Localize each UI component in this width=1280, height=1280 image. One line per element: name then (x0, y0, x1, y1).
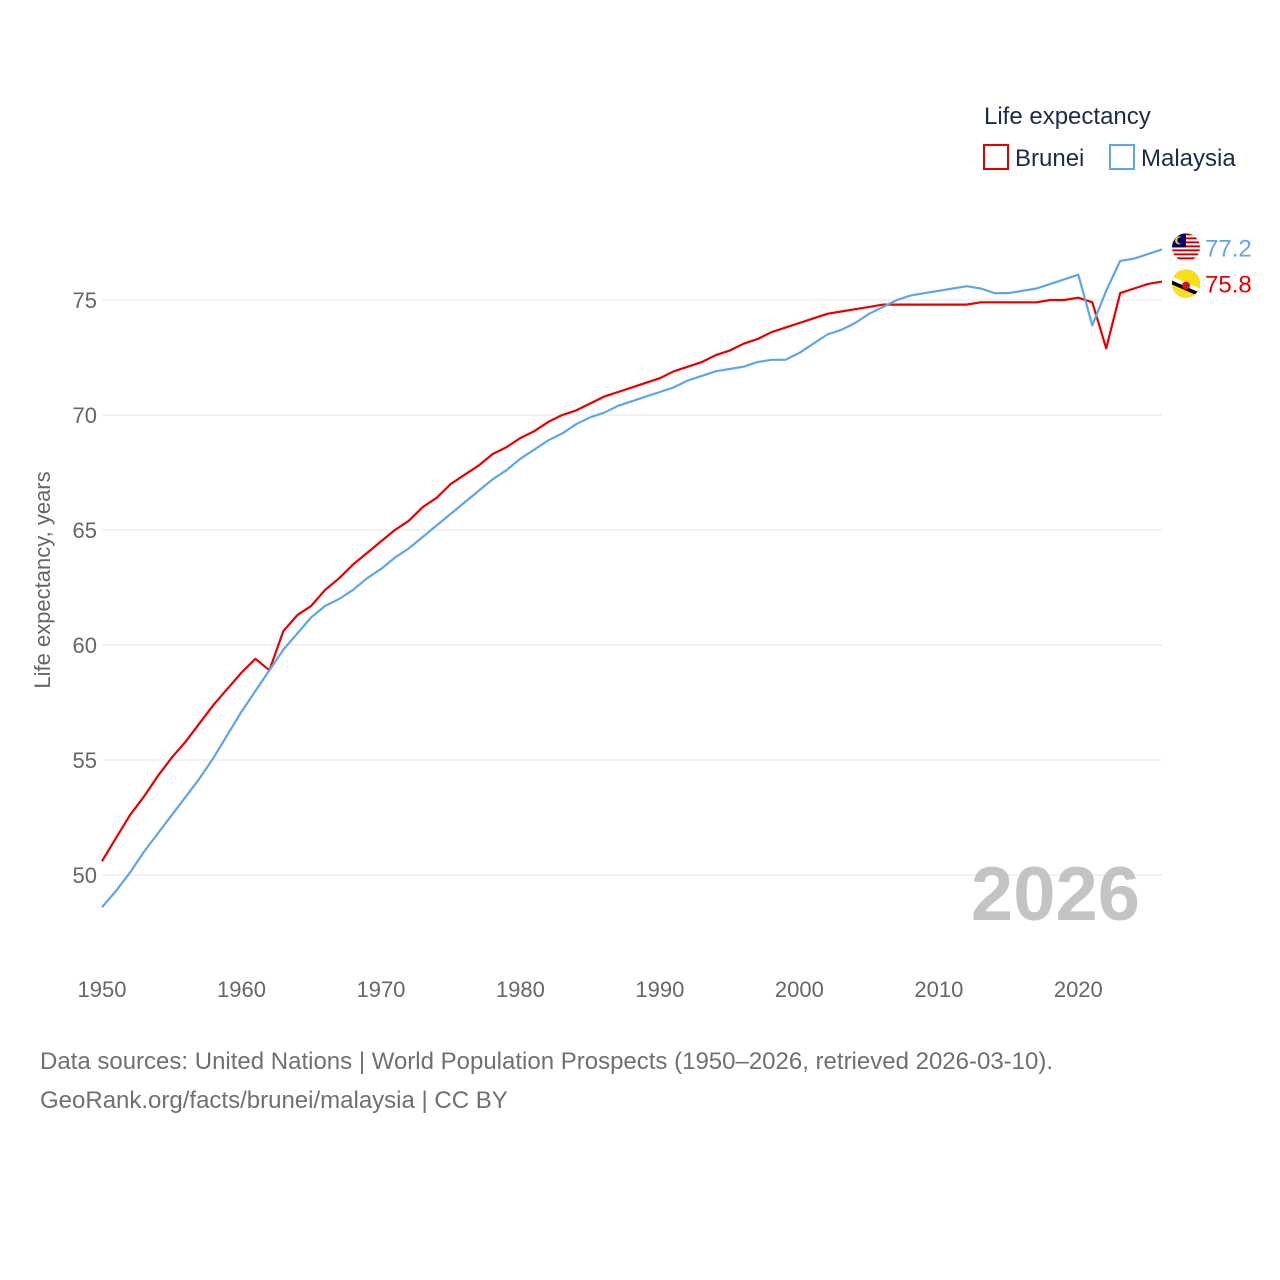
series-lines (101, 248, 1163, 908)
x-tick-2010: 2010 (914, 977, 963, 1002)
y-tick-70: 70 (73, 403, 97, 428)
legend-label-malaysia: Malaysia (1141, 145, 1236, 172)
legend-items: Brunei Malaysia (983, 144, 1236, 172)
x-tick-1990: 1990 (635, 977, 684, 1002)
line-chart: 50 55 60 65 70 75 1950 1960 1970 1980 1990 2000 201… (30, 103, 1252, 1002)
y-axis-label: Life expectancy, years (30, 471, 55, 688)
legend-item-malaysia[interactable]: Malaysia (1109, 144, 1236, 172)
legend-title: Life expectancy (984, 103, 1151, 130)
y-axis-ticks: 50 55 60 65 70 75 (73, 288, 97, 888)
y-tick-75: 75 (73, 288, 97, 313)
y-tick-50: 50 (73, 863, 97, 888)
legend-item-brunei[interactable]: Brunei (983, 144, 1084, 172)
x-tick-1960: 1960 (217, 977, 266, 1002)
x-tick-2000: 2000 (775, 977, 824, 1002)
legend-swatch-malaysia (1109, 144, 1135, 170)
year-watermark: 2026 (971, 852, 1140, 937)
legend-label-brunei: Brunei (1015, 145, 1084, 172)
x-tick-1980: 1980 (496, 977, 545, 1002)
y-tick-60: 60 (73, 633, 97, 658)
x-tick-1970: 1970 (356, 977, 405, 1002)
end-label-brunei: 75.8 (1205, 272, 1252, 299)
legend-swatch-brunei (983, 144, 1009, 170)
series-line-malaysia[interactable] (101, 248, 1163, 908)
legend[interactable]: Life expectancy Brunei Malaysia (983, 103, 1236, 172)
source-line: Data sources: United Nations | World Pop… (40, 1048, 1054, 1075)
x-axis-ticks: 1950 1960 1970 1980 1990 2000 2010 2020 (78, 977, 1103, 1002)
series-line-brunei[interactable] (101, 280, 1163, 862)
y-tick-65: 65 (73, 518, 97, 543)
malaysia-flag-icon (1171, 232, 1201, 262)
end-labels: 75.8 77.2 (1171, 232, 1252, 299)
y-tick-55: 55 (73, 748, 97, 773)
source-note: Data sources: United Nations | World Pop… (40, 1042, 1053, 1120)
attribution-line[interactable]: GeoRank.org/facts/brunei/malaysia | CC B… (40, 1087, 508, 1114)
end-label-malaysia: 77.2 (1205, 235, 1252, 262)
x-tick-2020: 2020 (1054, 977, 1103, 1002)
brunei-flag-icon (1171, 269, 1201, 299)
x-tick-1950: 1950 (78, 977, 127, 1002)
